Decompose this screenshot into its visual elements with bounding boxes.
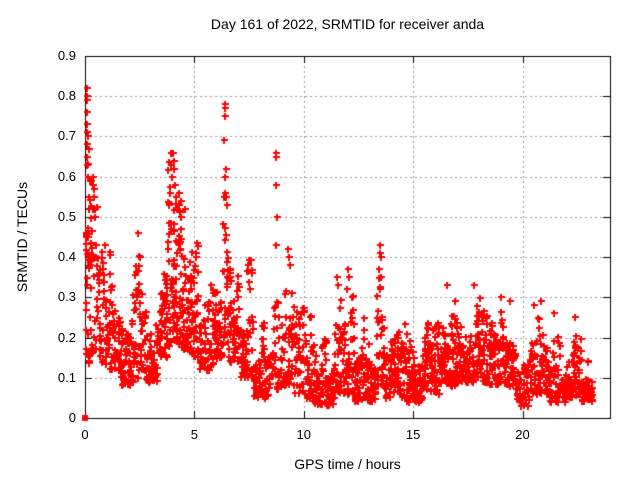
x-tick-label: 10 [296, 427, 311, 442]
y-tick-label: 0.9 [57, 48, 76, 63]
y-tick-label: 0.2 [57, 329, 76, 345]
x-tick-label: 5 [190, 427, 198, 442]
y-tick-label: 0.6 [57, 168, 76, 184]
x-tick-label: 20 [515, 427, 530, 442]
y-axis-label: SRMTID / TECUs [14, 181, 30, 293]
y-tick-label: 0.1 [57, 369, 76, 385]
y-tick-label: 0.7 [57, 128, 76, 144]
x-tick-label: 15 [405, 427, 421, 442]
y-tick-label: 0.8 [57, 88, 76, 104]
y-tick-label: 0.3 [57, 289, 76, 305]
y-tick-label: 0 [68, 410, 76, 425]
x-axis-label: GPS time / hours [294, 456, 401, 472]
x-tick-label: 0 [81, 427, 89, 442]
y-tick-label: 0.5 [57, 208, 76, 224]
y-tick-label: 0.4 [57, 249, 76, 265]
chart-title: Day 161 of 2022, SRMTID for receiver and… [210, 16, 485, 32]
